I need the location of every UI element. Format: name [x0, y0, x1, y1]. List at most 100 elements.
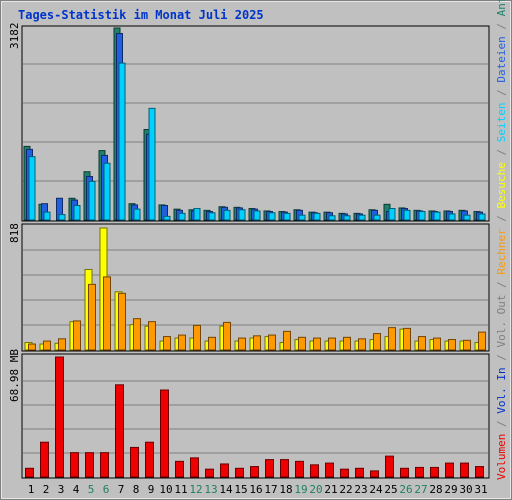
x-tick-label: 8 — [133, 483, 140, 496]
hits-bars — [23, 27, 486, 221]
bar-volumen-day-30 — [460, 462, 469, 478]
bar-rechner-day-7 — [118, 292, 126, 351]
bar-rechner-day-30 — [463, 339, 471, 351]
bar-rechner-day-27 — [418, 336, 426, 351]
bar-rechner-day-9 — [148, 321, 156, 351]
bar-rechner-day-10 — [163, 336, 171, 351]
x-tick-label: 5 — [88, 483, 95, 496]
x-tick-label: 11 — [174, 483, 187, 496]
volume-panel-frame — [21, 353, 490, 479]
bar-rechner-day-19 — [298, 336, 306, 351]
bar-seiten-day-14 — [223, 209, 231, 221]
volume-y-max-label: 68.98 MB — [8, 349, 21, 402]
legend-entry: Dateien — [495, 36, 508, 89]
bar-volumen-day-7 — [115, 384, 124, 478]
bar-seiten-day-15 — [238, 209, 246, 221]
x-tick-label: 12 — [189, 483, 202, 496]
x-tick-label: 19 — [294, 483, 307, 496]
bar-volumen-day-12 — [190, 457, 199, 478]
bar-seiten-day-25 — [388, 208, 396, 221]
bar-volumen-day-29 — [445, 462, 454, 478]
bar-seiten-day-19 — [298, 214, 306, 221]
bar-volumen-day-4 — [70, 452, 79, 478]
x-tick-label: 26 — [399, 483, 412, 496]
hits-gridlines — [23, 63, 488, 182]
bar-rechner-day-17 — [268, 334, 276, 351]
x-tick-label: 4 — [73, 483, 80, 496]
x-tick-label: 27 — [414, 483, 427, 496]
legend-entry: Rechner — [495, 228, 508, 281]
bar-rechner-day-31 — [478, 331, 486, 351]
bar-seiten-day-9 — [148, 107, 156, 221]
bar-seiten-day-10 — [163, 215, 171, 221]
bar-seiten-day-30 — [463, 214, 471, 221]
bar-volumen-day-18 — [280, 459, 289, 478]
bar-seiten-day-12 — [193, 208, 201, 221]
bar-seiten-day-26 — [403, 209, 411, 221]
legend-entry: Vol. In — [495, 367, 508, 420]
visits-y-max-label: 818 — [8, 223, 21, 243]
bar-volumen-day-10 — [160, 389, 169, 478]
bar-seiten-day-24 — [373, 214, 381, 221]
x-tick-label: 21 — [324, 483, 337, 496]
bar-volumen-day-9 — [145, 441, 154, 478]
bar-volumen-day-2 — [40, 441, 49, 478]
legend-entry: Volumen — [495, 434, 508, 480]
x-tick-label: 22 — [339, 483, 352, 496]
bar-seiten-day-17 — [268, 212, 276, 221]
x-tick-label: 1 — [28, 483, 35, 496]
bar-volumen-day-14 — [220, 463, 229, 478]
x-tick-label: 24 — [369, 483, 383, 496]
bar-seiten-day-16 — [253, 210, 261, 221]
bar-volumen-day-25 — [385, 455, 394, 478]
bar-rechner-day-13 — [208, 336, 216, 351]
x-tick-label: 16 — [249, 483, 262, 496]
bar-rechner-day-16 — [253, 335, 261, 351]
legend: Volumen / Vol. In / Vol. Out / Rechner /… — [495, 0, 508, 480]
bar-rechner-day-18 — [283, 330, 291, 351]
bar-rechner-day-23 — [358, 338, 366, 351]
bar-rechner-day-1 — [28, 343, 36, 351]
bar-rechner-day-4 — [73, 320, 81, 351]
legend-entry: / — [495, 23, 508, 36]
bar-rechner-day-8 — [133, 318, 141, 351]
bar-volumen-day-28 — [430, 466, 439, 478]
bar-volumen-day-3 — [55, 356, 64, 478]
x-tick-label: 10 — [159, 483, 172, 496]
bar-seiten-day-21 — [328, 215, 336, 221]
bar-rechner-day-3 — [58, 338, 66, 351]
bar-volumen-day-21 — [325, 462, 334, 478]
bar-volumen-day-11 — [175, 460, 184, 478]
bar-volumen-day-22 — [340, 468, 349, 478]
bar-seiten-day-1 — [28, 156, 36, 221]
bar-volumen-day-26 — [400, 467, 409, 478]
legend-entry: / — [495, 354, 508, 367]
chart-title: Tages-Statistik im Monat Juli 2025 — [18, 8, 264, 22]
volume-panel: 68.98 MB — [8, 349, 490, 479]
bar-volumen-day-23 — [355, 467, 364, 478]
bar-rechner-day-6 — [103, 276, 111, 351]
bar-volumen-day-17 — [265, 459, 274, 478]
bar-rechner-day-24 — [373, 333, 381, 351]
bar-seiten-day-28 — [433, 211, 441, 221]
x-tick-label: 6 — [103, 483, 110, 496]
legend-entry: Vol. Out — [495, 295, 508, 355]
x-tick-label: 3 — [58, 483, 65, 496]
bar-volumen-day-6 — [100, 452, 109, 478]
legend-entry: Anfragen — [495, 0, 508, 23]
x-tick-label: 30 — [459, 483, 472, 496]
bar-seiten-day-8 — [133, 208, 141, 221]
bar-rechner-day-5 — [88, 283, 96, 351]
x-tick-label: 29 — [444, 483, 457, 496]
bar-seiten-day-2 — [43, 211, 51, 221]
bar-volumen-day-8 — [130, 446, 139, 478]
bar-rechner-day-22 — [343, 336, 351, 351]
bar-rechner-day-12 — [193, 324, 201, 351]
bar-seiten-day-13 — [208, 212, 216, 221]
legend-entry: Besuche — [495, 162, 508, 215]
bar-seiten-day-3 — [58, 214, 66, 221]
bar-volumen-day-16 — [250, 466, 259, 478]
bar-rechner-day-15 — [238, 337, 246, 351]
